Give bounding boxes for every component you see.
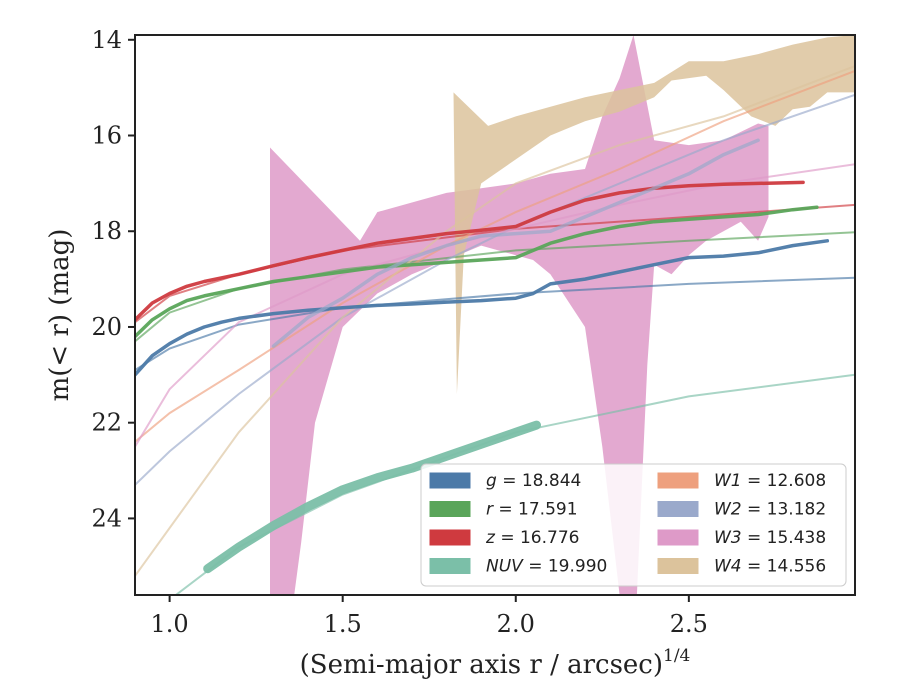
series-z-line — [135, 180, 805, 322]
legend-label-w1: W1 = 12.608 — [714, 471, 826, 491]
legend-label-g: g = 18.844 — [486, 471, 581, 491]
y-axis-label: m(< r) (mag) — [45, 229, 75, 402]
plot-area — [135, 35, 855, 595]
legend-box — [420, 463, 847, 587]
legend-swatch-z — [429, 529, 471, 546]
legend-swatch-r — [429, 501, 471, 517]
x-axis-label: (Semi-major axis r / arcsec)1/4 — [300, 646, 691, 680]
series-nuv-line — [203, 420, 541, 574]
series-g-line — [135, 239, 830, 377]
legend-label-w4: W4 = 14.556 — [714, 557, 826, 577]
y-tick-label: 18 — [91, 217, 122, 245]
series-w3-band — [270, 35, 769, 595]
series-g-model-line — [135, 276, 855, 371]
y-tick-label: 22 — [91, 409, 122, 437]
series-w4-band — [453, 35, 855, 394]
x-tick-label: 2.0 — [497, 610, 535, 638]
legend: g = 18.844 r = 17.591 z = 16.776 NUV = 19.9… — [420, 463, 847, 587]
legend-swatch-w2 — [657, 501, 699, 517]
y-tick-label: 20 — [91, 313, 122, 341]
legend-label-w3: W3 = 15.438 — [714, 528, 826, 548]
series-w2-model-line — [135, 93, 855, 486]
series-w4-model-line — [135, 65, 855, 577]
y-tick-label: 14 — [91, 26, 122, 54]
legend-label-z: z = 16.776 — [485, 528, 579, 548]
legend-swatch-w3 — [657, 529, 699, 546]
series-w2-line — [271, 138, 760, 348]
legend-swatch-g — [429, 472, 471, 489]
legend-label-r: r = 17.591 — [486, 500, 578, 520]
axis-ticks: 1.0 1.5 2.0 2.5 14 16 18 20 22 24 — [91, 26, 707, 638]
x-tick-label: 2.5 — [670, 610, 708, 638]
x-tick-label: 1.5 — [324, 610, 362, 638]
x-tick-label: 1.0 — [151, 610, 189, 638]
legend-swatch-nuv — [429, 558, 471, 574]
y-tick-label: 24 — [91, 504, 122, 532]
legend-swatch-w1 — [657, 472, 699, 489]
series-r-model-line — [135, 231, 855, 343]
y-tick-label: 16 — [91, 122, 122, 150]
legend-label-w2: W2 = 13.182 — [714, 500, 826, 520]
legend-swatch-w4 — [657, 558, 699, 574]
legend-label-nuv: NUV = 19.990 — [486, 557, 607, 577]
plot-frame — [134, 34, 856, 596]
series-r-line — [135, 205, 819, 339]
